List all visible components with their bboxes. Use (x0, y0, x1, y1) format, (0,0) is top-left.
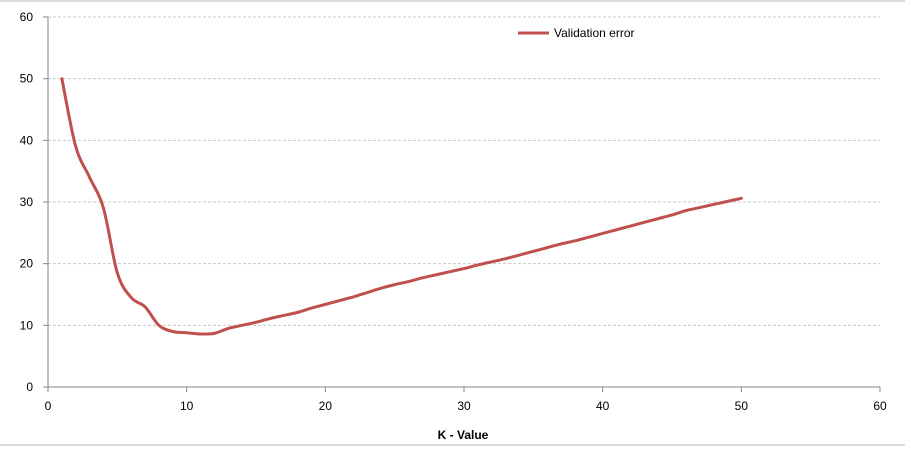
x-tick-label-10: 10 (180, 399, 194, 413)
y-tick-label-40: 40 (20, 133, 34, 147)
y-tick-label-30: 30 (20, 195, 34, 209)
x-tick-label-60: 60 (873, 399, 887, 413)
x-tick-label-40: 40 (596, 399, 610, 413)
y-tick-label-10: 10 (20, 318, 34, 332)
series-line-0 (60, 77, 743, 336)
gridlines (48, 16, 880, 326)
series (60, 77, 743, 336)
x-tick-label-30: 30 (457, 399, 471, 413)
legend: Validation error (518, 26, 634, 40)
x-axis-title: K - Value (438, 428, 489, 442)
legend-label-0: Validation error (554, 26, 634, 40)
x-tick-label-0: 0 (45, 399, 52, 413)
y-tick-label-20: 20 (20, 257, 34, 271)
x-tick-label-50: 50 (735, 399, 749, 413)
y-tick-label-50: 50 (20, 72, 34, 86)
y-tick-label-60: 60 (20, 10, 34, 24)
axes: 0 10 20 30 40 50 60 0 10 20 30 40 50 60 (20, 10, 887, 413)
x-tick-label-20: 20 (319, 399, 333, 413)
y-tick-label-0: 0 (26, 380, 33, 394)
